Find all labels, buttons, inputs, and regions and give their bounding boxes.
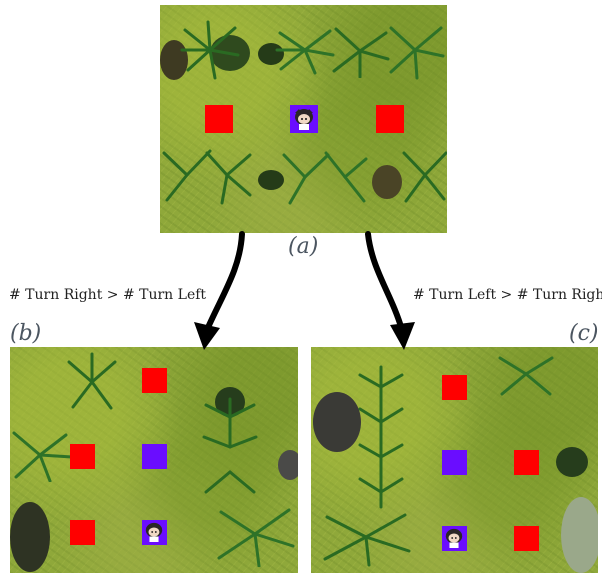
fern-plant-icon (217, 508, 295, 567)
rule-label-left: # Turn Right > # Turn Left (9, 287, 207, 303)
panel-c-grid-scene (311, 347, 598, 573)
fern-plant-icon (180, 20, 240, 80)
agent-character-icon (445, 528, 463, 548)
fern-plant-icon (67, 352, 117, 410)
rule-label-right: # Turn Left > # Turn Right (413, 287, 602, 303)
panel-b-grid-scene (10, 347, 298, 573)
agent-tile (290, 105, 318, 133)
goal-tile-bottom-right (514, 526, 539, 551)
visited-tile (142, 444, 167, 469)
fern-plant-icon (275, 29, 335, 75)
bush-icon (561, 497, 598, 573)
bush-icon (258, 170, 284, 190)
goal-tile-bottom-left (70, 520, 95, 545)
goal-tile-middle-left (70, 444, 95, 469)
bush-icon (10, 502, 50, 572)
agent-tile (442, 526, 467, 551)
goal-tile-middle-right (514, 450, 539, 475)
bush-icon (372, 165, 402, 199)
goal-tile-top (442, 375, 467, 400)
caption-c: (c) (569, 321, 599, 346)
fern-plant-icon (323, 513, 411, 567)
caption-b: (b) (10, 321, 42, 346)
fern-plant-icon (202, 397, 258, 494)
fern-plant-icon (402, 151, 447, 203)
caption-a: (a) (288, 234, 319, 259)
panel-a-grid-scene (160, 5, 447, 233)
visited-tile (442, 450, 467, 475)
agent-character-icon (295, 109, 313, 130)
fern-plant-icon (12, 431, 74, 482)
goal-tile-top (142, 368, 167, 393)
fern-plant-icon (498, 356, 554, 396)
bush-icon (278, 450, 298, 480)
fern-plant-icon (332, 27, 390, 78)
goal-tile-left (205, 105, 233, 133)
curved-arrow-icon (194, 231, 245, 350)
fern-plant-icon (162, 149, 252, 205)
agent-character-icon (145, 522, 163, 542)
fern-plant-icon (358, 365, 404, 509)
bush-icon (313, 392, 361, 452)
bush-icon (160, 40, 188, 80)
bush-icon (556, 447, 588, 477)
agent-tile (142, 520, 167, 545)
fern-plant-icon (282, 151, 368, 205)
goal-tile-right (376, 105, 404, 133)
curved-arrow-icon (365, 231, 415, 350)
fern-plant-icon (389, 26, 445, 80)
